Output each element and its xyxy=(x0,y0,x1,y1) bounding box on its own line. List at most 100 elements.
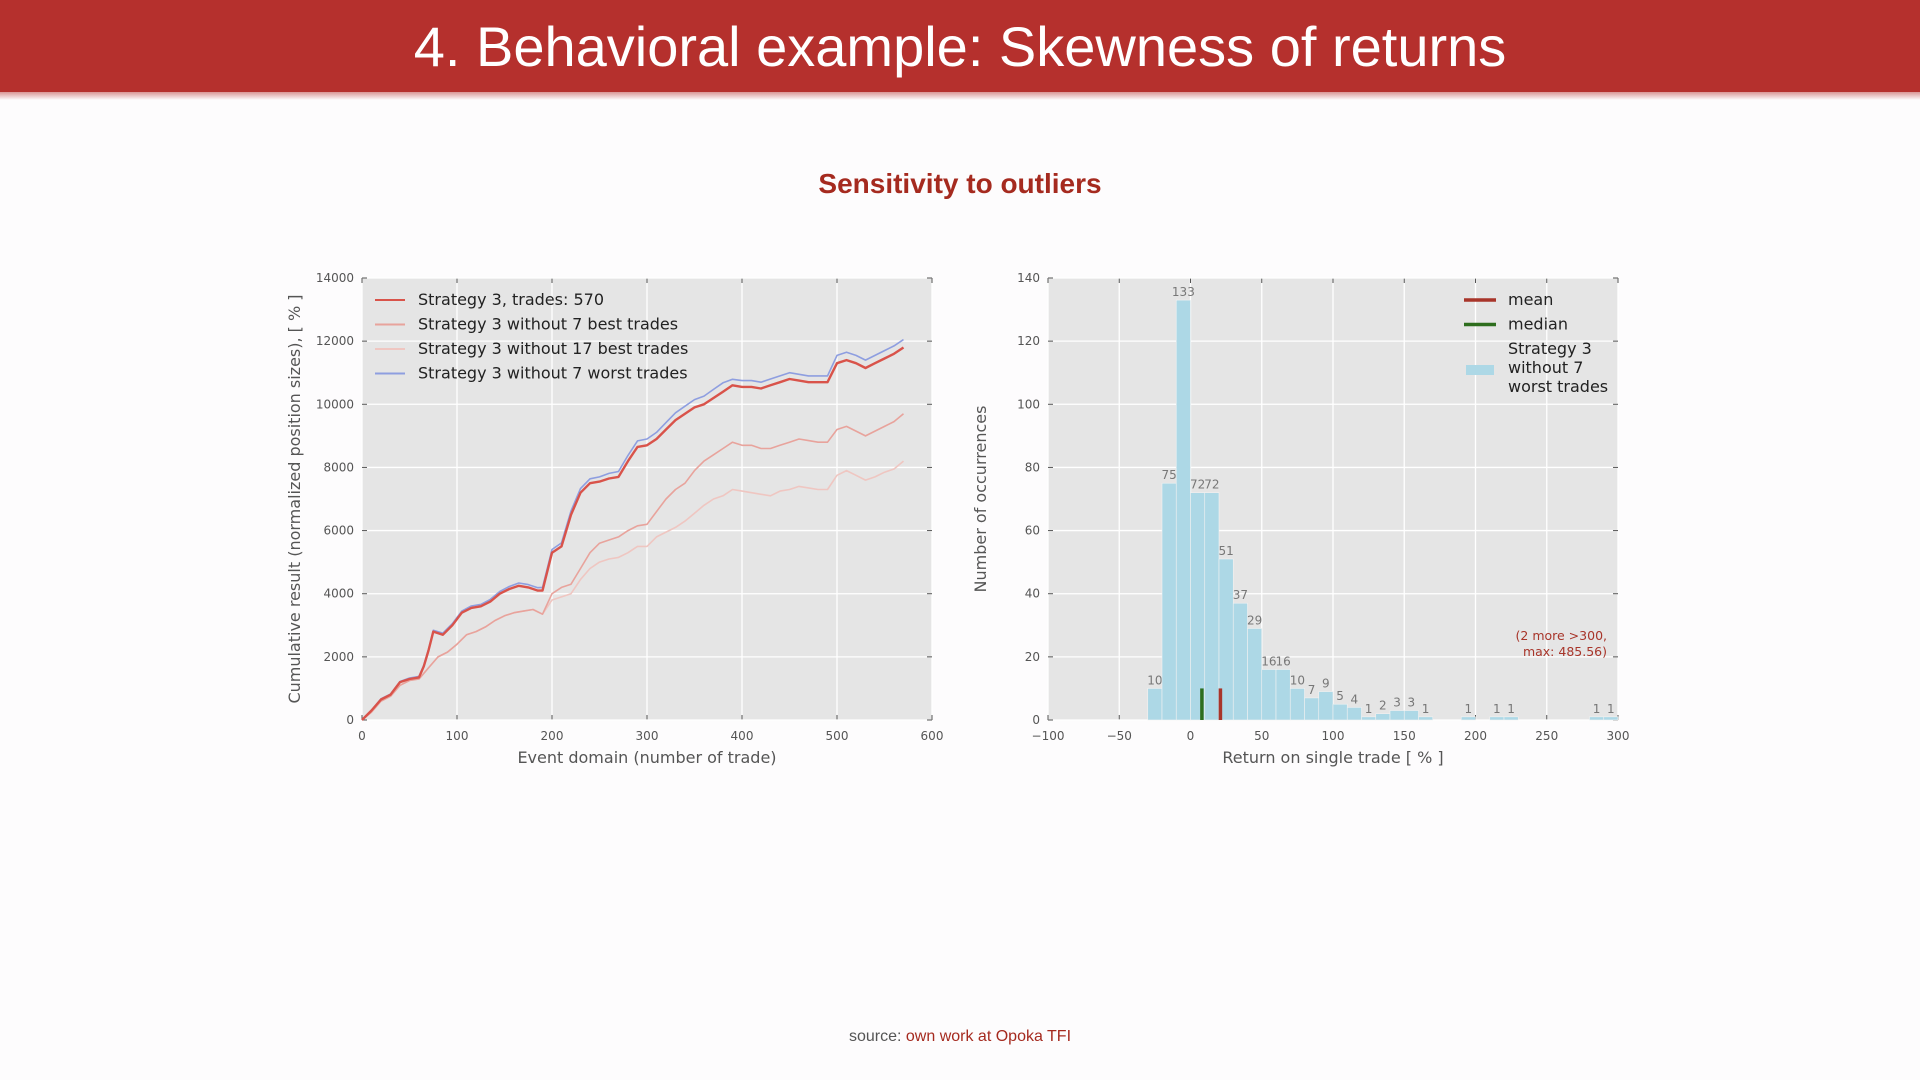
bar-count-label-24: 1 xyxy=(1607,702,1615,716)
source-credit: source: own work at Opoka TFI xyxy=(0,1028,1920,1046)
x-tick-label: 50 xyxy=(1254,729,1269,743)
bar-count-label-9: 16 xyxy=(1275,654,1290,668)
x-tick-label: 100 xyxy=(446,729,469,743)
histogram-bar-0 xyxy=(1147,688,1163,721)
y-tick-label: 20 xyxy=(1025,650,1040,664)
histogram-bar-8 xyxy=(1261,669,1277,721)
legend-entry-1: Strategy 3 without 7 best trades xyxy=(418,315,678,334)
y-axis-label: Number of occurrences xyxy=(971,406,990,593)
x-tick-label: −50 xyxy=(1107,729,1132,743)
histogram-bar-4 xyxy=(1204,492,1220,721)
return-histogram-chart: −100 −50 0 50 100 150 200 250 300 0 20 40 60 80 100 120… xyxy=(971,271,1629,767)
bar-count-label-6: 37 xyxy=(1233,588,1248,602)
bar-count-label-3: 72 xyxy=(1190,478,1205,492)
histogram-bar-10 xyxy=(1289,688,1305,721)
bar-count-label-23: 1 xyxy=(1593,702,1601,716)
legend-entry-0: mean xyxy=(1508,290,1553,309)
series-line-1 xyxy=(361,413,905,721)
bar-count-label-18: 3 xyxy=(1408,696,1416,710)
histogram-bar-7 xyxy=(1247,628,1263,721)
legend-entry-2: Strategy 3 without 17 best trades xyxy=(418,339,688,358)
bar-count-label-19: 1 xyxy=(1422,702,1430,716)
slide-title: 4. Behavioral example: Skewness of retur… xyxy=(413,15,1507,78)
cumulative-result-line-chart: 0 100 200 300 400 500 600020004000600080001000… xyxy=(285,271,943,767)
histogram-bar-21 xyxy=(1489,716,1505,721)
bar-count-label-5: 51 xyxy=(1218,544,1233,558)
outlier-annotation: max: 485.56) xyxy=(1523,644,1607,659)
legend-entry-0: Strategy 3, trades: 570 xyxy=(418,290,604,309)
x-tick-label: 400 xyxy=(731,729,754,743)
histogram-bar-6 xyxy=(1232,602,1248,721)
y-tick-label: 10000 xyxy=(316,397,354,411)
y-axis-label: Cumulative result (normalized position s… xyxy=(285,294,304,703)
histogram-bar-17 xyxy=(1389,710,1405,721)
x-axis-label: Return on single trade [ % ] xyxy=(1222,748,1443,767)
x-tick-label: 100 xyxy=(1322,729,1345,743)
legend-entry-2: Strategy 3 xyxy=(1508,339,1592,358)
source-link[interactable]: own work at Opoka TFI xyxy=(905,1028,1072,1045)
y-tick-label: 120 xyxy=(1017,334,1040,348)
y-tick-label: 140 xyxy=(1017,271,1040,285)
histogram-bar-13 xyxy=(1332,703,1348,721)
bar-count-label-13: 5 xyxy=(1336,689,1344,703)
bar-count-label-2: 133 xyxy=(1172,285,1195,299)
bar-count-label-1: 75 xyxy=(1161,468,1176,482)
bar-count-label-16: 2 xyxy=(1379,699,1387,713)
x-tick-label: 0 xyxy=(358,729,366,743)
legend-entry-1: median xyxy=(1508,315,1568,334)
x-tick-label: −100 xyxy=(1032,729,1065,743)
histogram-bar-18 xyxy=(1403,710,1419,721)
series-line-3 xyxy=(361,338,904,721)
histogram-bar-3 xyxy=(1190,492,1206,721)
y-tick-label: 8000 xyxy=(323,460,354,474)
histogram-bar-24 xyxy=(1603,716,1619,721)
y-tick-label: 60 xyxy=(1025,524,1040,538)
histogram-bar-15 xyxy=(1361,716,1377,721)
y-tick-label: 0 xyxy=(346,713,354,727)
histogram-bar-22 xyxy=(1503,716,1519,721)
histogram-bar-9 xyxy=(1275,669,1291,721)
histogram-bar-2 xyxy=(1175,299,1191,721)
y-tick-label: 12000 xyxy=(316,334,354,348)
x-tick-label: 300 xyxy=(1607,729,1630,743)
bar-count-label-8: 16 xyxy=(1261,654,1276,668)
bar-count-label-21: 1 xyxy=(1493,702,1501,716)
x-tick-label: 250 xyxy=(1535,729,1558,743)
bar-count-label-10: 10 xyxy=(1290,673,1305,687)
legend-entry-2: worst trades xyxy=(1508,377,1608,396)
x-axis-label: Event domain (number of trade) xyxy=(517,748,776,767)
histogram-bar-20 xyxy=(1460,716,1476,721)
bar-count-label-4: 72 xyxy=(1204,478,1219,492)
x-tick-label: 600 xyxy=(921,729,944,743)
y-tick-label: 100 xyxy=(1017,397,1040,411)
x-tick-label: 300 xyxy=(636,729,659,743)
histogram-bar-16 xyxy=(1375,713,1391,721)
histogram-bar-14 xyxy=(1346,707,1362,721)
y-tick-label: 80 xyxy=(1025,460,1040,474)
series-line-0 xyxy=(361,346,905,721)
y-tick-label: 2000 xyxy=(323,650,354,664)
legend-swatch-2 xyxy=(1466,365,1494,375)
x-tick-label: 0 xyxy=(1187,729,1195,743)
legend-entry-3: Strategy 3 without 7 worst trades xyxy=(418,364,688,383)
title-bar-shadow xyxy=(0,84,1920,100)
y-tick-label: 0 xyxy=(1032,713,1040,727)
y-tick-label: 6000 xyxy=(323,524,354,538)
y-tick-label: 40 xyxy=(1025,587,1040,601)
histogram-bar-23 xyxy=(1589,716,1605,721)
histogram-bar-19 xyxy=(1418,716,1434,721)
histogram-bar-12 xyxy=(1318,691,1334,721)
bar-count-label-15: 1 xyxy=(1365,702,1373,716)
title-bar xyxy=(0,0,1920,92)
legend-entry-2: without 7 xyxy=(1508,358,1583,377)
y-tick-label: 14000 xyxy=(316,271,354,285)
bar-count-label-22: 1 xyxy=(1507,702,1515,716)
x-tick-label: 500 xyxy=(826,729,849,743)
histogram-bar-1 xyxy=(1161,482,1177,721)
slide-subtitle: Sensitivity to outliers xyxy=(818,168,1102,199)
bar-count-label-11: 7 xyxy=(1308,683,1316,697)
y-tick-label: 4000 xyxy=(323,587,354,601)
bar-count-label-20: 1 xyxy=(1465,702,1473,716)
x-tick-label: 150 xyxy=(1393,729,1416,743)
